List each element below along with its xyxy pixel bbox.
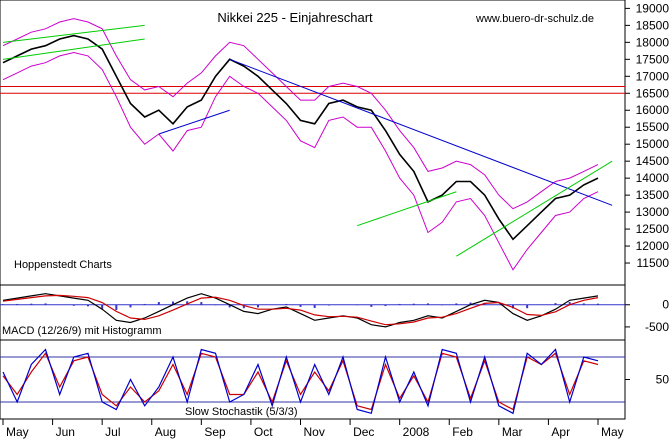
x-tick-label: 2008 — [403, 425, 430, 439]
lower-band-line — [2, 51, 599, 271]
x-tick-label: Feb — [452, 425, 473, 439]
price-y-tick-label: 15500 — [636, 120, 670, 134]
price-y-tick-label: 18000 — [636, 35, 670, 49]
x-tick-label: Apr — [551, 425, 570, 439]
trend-line-4 — [357, 191, 457, 227]
x-tick-label: Nov — [304, 425, 325, 439]
stoch-title: Slow Stochastik (5/3/3) — [185, 406, 298, 418]
macd-y-tick-label: 0 — [662, 298, 669, 312]
trend-line-2 — [158, 109, 230, 135]
trend-line-1 — [2, 24, 145, 43]
price-y-tick-label: 17500 — [636, 52, 670, 66]
trend-line-3 — [229, 58, 613, 206]
price-y-tick-label: 16500 — [636, 86, 670, 100]
source-label: www.buero-dr-schulz.de — [475, 13, 594, 25]
trend-line-5 — [456, 160, 613, 257]
price-y-tick-label: 15000 — [636, 137, 670, 151]
price-y-tick-label: 12000 — [636, 239, 670, 253]
x-tick-label: Aug — [155, 425, 176, 439]
price-y-tick-label: 18500 — [636, 18, 670, 32]
price-line — [2, 34, 599, 241]
macd-title: MACD (12/26/9) mit Histogramm — [2, 325, 162, 337]
price-layer — [0, 18, 625, 271]
price-y-tick-label: 14000 — [636, 171, 670, 185]
x-tick-label: May — [601, 425, 624, 439]
price-y-tick-label: 12500 — [636, 222, 670, 236]
x-tick-label: Jul — [105, 425, 120, 439]
x-tick-label: Oct — [254, 425, 273, 439]
x-tick-label: Dec — [353, 425, 374, 439]
x-tick-label: Jun — [56, 425, 75, 439]
provider-caption: Hoppenstedt Charts — [14, 259, 112, 271]
stoch-y-tick-label: 50 — [656, 373, 670, 387]
price-y-tick-label: 11500 — [637, 256, 670, 270]
stoch-k-line — [2, 348, 599, 415]
x-tick-label: May — [6, 425, 29, 439]
stoch-layer — [0, 348, 625, 415]
signal-line — [2, 294, 599, 326]
price-y-tick-label: 16000 — [636, 103, 670, 117]
upper-band-line — [2, 18, 599, 210]
stoch-d-line — [2, 352, 599, 411]
macd-y-tick-label: -500 — [645, 320, 669, 334]
trend-line-0 — [2, 38, 145, 60]
price-y-tick-label: 17000 — [636, 69, 670, 83]
chart-title: Nikkei 225 - Einjahreschart — [217, 10, 373, 25]
price-y-tick-label: 13500 — [636, 188, 670, 202]
price-y-tick-label: 14500 — [636, 154, 670, 168]
price-y-tick-label: 19000 — [636, 1, 670, 15]
x-tick-label: Mar — [502, 425, 523, 439]
x-tick-label: Sep — [204, 425, 226, 439]
price-y-tick-label: 13000 — [636, 205, 670, 219]
macd-layer — [0, 293, 625, 328]
